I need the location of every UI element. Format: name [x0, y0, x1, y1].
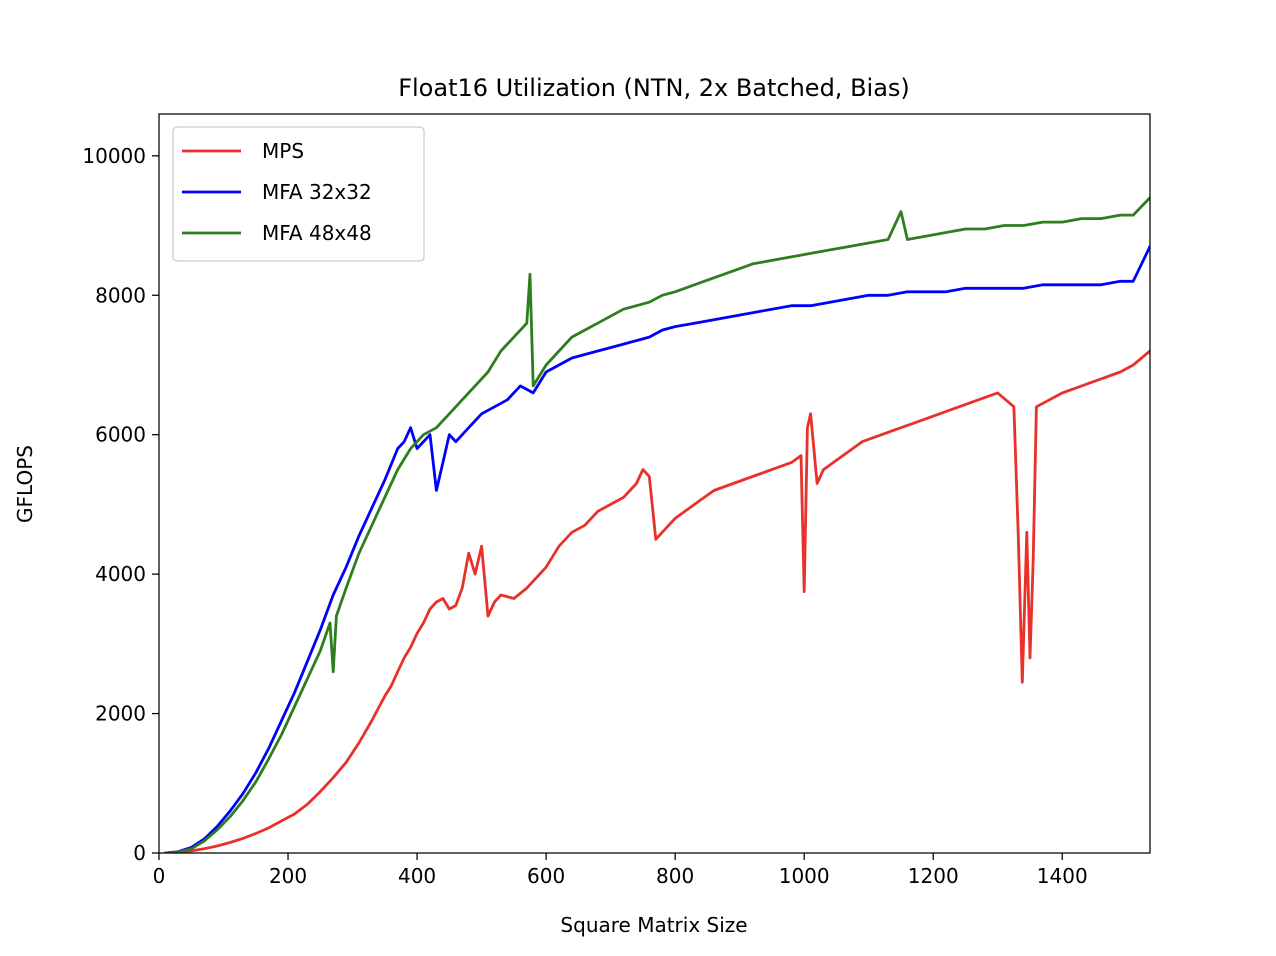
- y-tick-label: 10000: [82, 144, 146, 168]
- x-tick-label: 800: [656, 864, 694, 888]
- series-layer: [164, 196, 1150, 853]
- x-tick-label: 1000: [779, 864, 830, 888]
- legend-box: [172, 126, 425, 262]
- x-axis: 0 200 400 600 800 1000 1200 1400: [153, 853, 1088, 888]
- series-line-mps: [164, 349, 1150, 853]
- y-tick-label: 2000: [95, 702, 146, 726]
- y-tick-label: 8000: [95, 283, 146, 307]
- x-tick-label: 1400: [1037, 864, 1088, 888]
- y-axis: 0 2000 4000 6000 8000 10000: [82, 144, 159, 865]
- x-tick-label: 400: [398, 864, 436, 888]
- legend-label: MPS: [262, 139, 304, 163]
- legend: MPS MFA 32x32 MFA 48x48: [172, 126, 425, 262]
- y-tick-label: 0: [133, 841, 146, 865]
- y-axis-title: GFLOPS: [13, 445, 37, 523]
- legend-label: MFA 48x48: [262, 221, 372, 245]
- x-tick-label: 600: [527, 864, 565, 888]
- x-tick-label: 0: [153, 864, 166, 888]
- x-axis-title: Square Matrix Size: [560, 913, 747, 937]
- series-line-mfa-32x32: [164, 245, 1150, 853]
- y-tick-label: 6000: [95, 423, 146, 447]
- x-tick-label: 200: [269, 864, 307, 888]
- chart-title: Float16 Utilization (NTN, 2x Batched, Bi…: [398, 74, 910, 102]
- series-line-mfa-48x48: [164, 196, 1150, 853]
- plot-area-frame: [158, 113, 1151, 854]
- x-tick-label: 1200: [908, 864, 959, 888]
- legend-label: MFA 32x32: [262, 180, 372, 204]
- y-tick-label: 4000: [95, 562, 146, 586]
